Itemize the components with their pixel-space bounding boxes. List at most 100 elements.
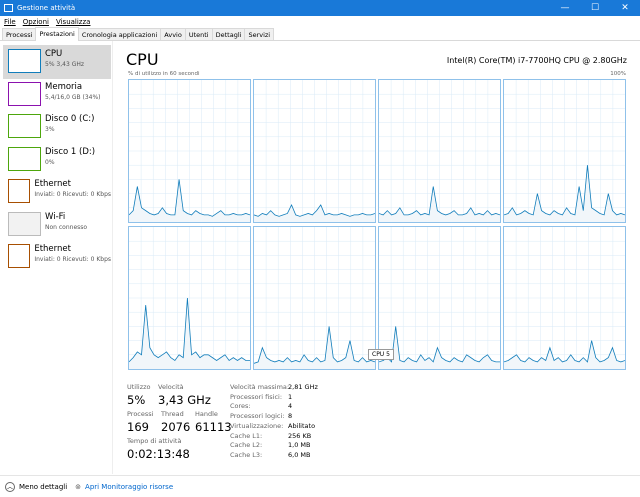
core-area bbox=[504, 340, 625, 369]
uptime-label: Tempo di attività bbox=[127, 437, 182, 445]
sidebar-thumbnail bbox=[8, 244, 31, 268]
detail-label: Cache L1: bbox=[230, 431, 263, 440]
sidebar-item-sub: 0% bbox=[45, 158, 55, 166]
sidebar-item-sub: Inviati: 0 Ricevuti: 0 Kbps bbox=[34, 191, 111, 198]
sidebar-item-label: Ethernet bbox=[34, 244, 71, 254]
core-area bbox=[129, 298, 250, 369]
menu-bar: File Opzioni Visualizza bbox=[0, 16, 640, 28]
core-graph-3 bbox=[503, 79, 626, 223]
menu-opzioni[interactable]: Opzioni bbox=[22, 18, 49, 26]
detail-value: 2,81 GHz bbox=[288, 383, 318, 391]
core-graph-2 bbox=[378, 79, 501, 223]
core-area bbox=[254, 204, 375, 222]
sidebar-item-sub: 3% bbox=[45, 126, 55, 133]
sidebar-item[interactable]: Memoria 5,4/16,0 GB (34%) bbox=[3, 78, 111, 112]
processi-label: Processi bbox=[127, 410, 154, 418]
sidebar-item-sub: 5,4/16,0 GB (34%) bbox=[45, 93, 101, 101]
footer: ︿ Meno dettagli ⊚ Apri Monitoraggio riso… bbox=[0, 475, 640, 497]
core-area bbox=[504, 165, 625, 222]
core-graph-6 bbox=[378, 226, 501, 370]
tab-bar: Processi Prestazioni Cronologia applicazio… bbox=[0, 27, 640, 41]
tab-processi[interactable]: Processi bbox=[2, 28, 37, 40]
detail-value: 1,0 MB bbox=[288, 441, 311, 450]
sidebar-thumbnail bbox=[8, 211, 41, 236]
sidebar-item[interactable]: Ethernet Inviati: 0 Ricevuti: 0 Kbps bbox=[3, 175, 111, 209]
core-graph-5 bbox=[253, 226, 376, 370]
sidebar-item-label: Disco 0 (C:) bbox=[45, 114, 95, 124]
sidebar-item-sub: Inviati: 0 Ricevuti: 0 Kbps bbox=[34, 256, 111, 263]
utilizzo-label: Utilizzo bbox=[127, 383, 151, 391]
detail-value: 256 KB bbox=[288, 431, 312, 440]
sidebar-item[interactable]: Disco 1 (D:) 0% bbox=[3, 143, 111, 177]
sidebar-thumbnail bbox=[8, 49, 41, 73]
sidebar-item[interactable]: Wi-Fi Non connesso bbox=[3, 208, 111, 242]
sidebar-item[interactable]: Disco 0 (C:) 3% bbox=[3, 110, 111, 144]
handle-label: Handle bbox=[195, 410, 218, 418]
uptime-value: 0:02:13:48 bbox=[127, 447, 190, 461]
core-line bbox=[503, 165, 626, 216]
thread-label: Thread bbox=[161, 410, 184, 418]
tab-avvio[interactable]: Avvio bbox=[160, 28, 186, 40]
tab-utenti[interactable]: Utenti bbox=[184, 28, 213, 40]
detail-label: Velocità massima: bbox=[230, 383, 290, 391]
detail-value: 1 bbox=[288, 392, 293, 401]
core-line bbox=[128, 179, 251, 217]
handle-value: 61113 bbox=[195, 420, 232, 434]
sidebar-item-label: Ethernet bbox=[34, 179, 71, 189]
sidebar-thumbnail bbox=[8, 81, 41, 106]
core-line bbox=[378, 186, 501, 216]
detail-value: Abilitato bbox=[288, 421, 316, 430]
maximize-button[interactable]: ☐ bbox=[590, 3, 600, 13]
velocita-label: Velocità bbox=[158, 383, 184, 391]
minimize-button[interactable]: — bbox=[560, 3, 570, 13]
sidebar-item-label: Disco 1 (D:) bbox=[45, 146, 96, 157]
core-line bbox=[253, 203, 376, 217]
core-graph-7 bbox=[503, 226, 626, 370]
menu-visualizza[interactable]: Visualizza bbox=[55, 18, 91, 26]
core-graph-4 bbox=[128, 226, 251, 370]
menu-file[interactable]: File bbox=[4, 18, 16, 26]
core-graphs: CPU 5 bbox=[128, 79, 626, 370]
sidebar-thumbnail bbox=[8, 179, 31, 203]
core-area bbox=[379, 186, 500, 222]
sidebar-item-label: Wi-Fi bbox=[45, 211, 66, 222]
graph-max-label: 100% bbox=[610, 71, 626, 77]
processi-value: 169 bbox=[127, 420, 149, 434]
core-line bbox=[253, 326, 376, 364]
graph-label: % di utilizzo in 60 secondi bbox=[128, 71, 200, 77]
detail-label: Cache L2: bbox=[230, 441, 263, 450]
chevron-up-icon[interactable]: ︿ bbox=[5, 481, 15, 492]
tab-dettagli[interactable]: Dettagli bbox=[211, 28, 246, 40]
detail-label: Processori fisici: bbox=[230, 392, 283, 401]
monitor-icon: ⊚ bbox=[75, 482, 82, 491]
tooltip: CPU 5 bbox=[368, 349, 394, 360]
open-resource-monitor-link[interactable]: Apri Monitoraggio risorse bbox=[85, 482, 174, 491]
tab-cronologia-applicazioni[interactable]: Cronologia applicazioni bbox=[77, 28, 162, 40]
close-button[interactable]: ✕ bbox=[621, 3, 629, 13]
sidebar-item-label: CPU bbox=[45, 49, 63, 59]
detail-label: Processori logici: bbox=[230, 412, 285, 421]
velocita-value: 3,43 GHz bbox=[158, 393, 211, 407]
detail-label: Cache L3: bbox=[230, 450, 263, 459]
core-line bbox=[378, 326, 500, 363]
cpu-model: Intel(R) Core(TM) i7-7700HQ CPU @ 2.80GH… bbox=[446, 56, 627, 65]
tab-prestazioni[interactable]: Prestazioni bbox=[35, 27, 79, 41]
core-line bbox=[128, 297, 250, 363]
title-bar: Gestione attività — ☐ ✕ bbox=[0, 0, 640, 16]
detail-value: 4 bbox=[288, 402, 293, 411]
page-title: CPU bbox=[126, 50, 159, 69]
sidebar-item[interactable]: Ethernet Inviati: 0 Ricevuti: 0 Kbps bbox=[3, 240, 111, 274]
window-title: Gestione attività bbox=[17, 4, 76, 12]
sidebar-thumbnail bbox=[8, 114, 41, 138]
utilizzo-value: 5% bbox=[127, 393, 146, 407]
sidebar-item-sub: 5% 3,43 GHz bbox=[45, 61, 85, 68]
sidebar: CPU 5% 3,43 GHz Memoria 5,4/16,0 GB (34%) Di… bbox=[0, 41, 113, 474]
core-graph-1 bbox=[253, 79, 376, 223]
core-graph-0 bbox=[128, 79, 251, 223]
detail-label: Cores: bbox=[230, 402, 251, 411]
core-line bbox=[503, 340, 626, 363]
less-details-link[interactable]: Meno dettagli bbox=[19, 482, 68, 491]
sidebar-item[interactable]: CPU 5% 3,43 GHz bbox=[3, 45, 111, 79]
thread-value: 2076 bbox=[161, 420, 191, 434]
tab-servizi[interactable]: Servizi bbox=[244, 28, 275, 40]
